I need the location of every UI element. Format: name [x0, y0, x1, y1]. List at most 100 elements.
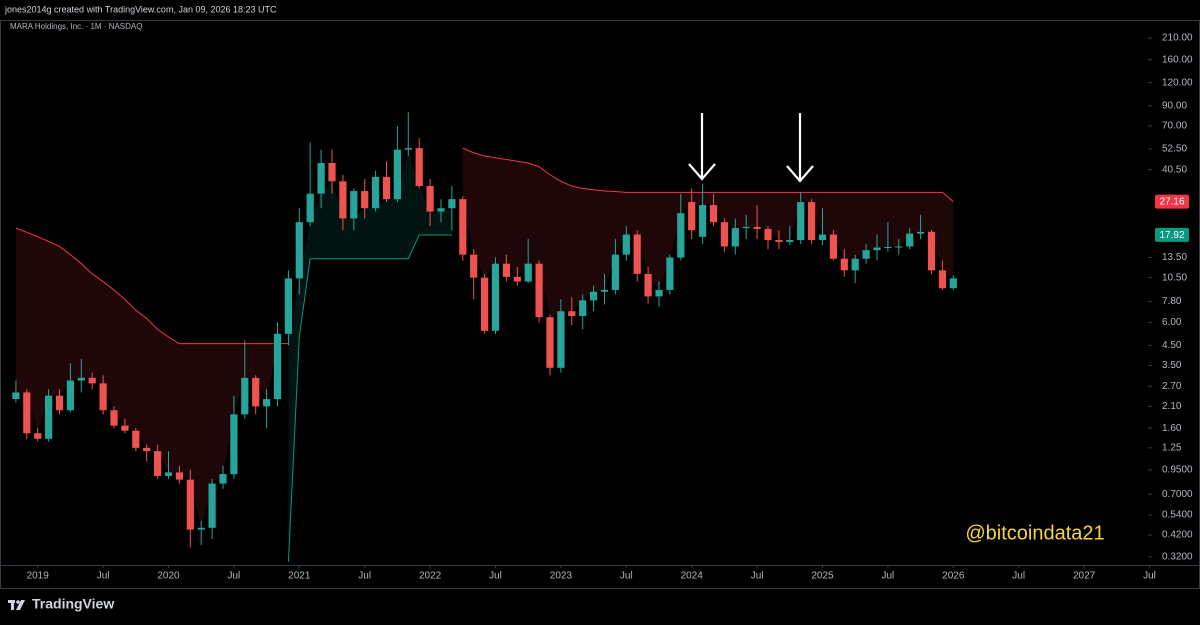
candle-body [164, 472, 173, 476]
candle-body [590, 291, 598, 301]
candle-body [252, 377, 260, 407]
candle-body [230, 414, 238, 475]
x-tick-label: 2027 [1073, 571, 1096, 582]
y-tick-label: 0.3200 [1162, 551, 1193, 562]
x-tick-label: 2020 [157, 571, 180, 582]
candle-body [699, 205, 707, 237]
x-tick-label: Jul [97, 571, 110, 582]
candle-body [568, 311, 576, 316]
credit: jones2014g created with TradingView.com,… [4, 4, 277, 14]
x-tick-label: Jul [1143, 571, 1156, 582]
candle-body [88, 377, 96, 384]
candle-body [535, 263, 543, 318]
y-tick-label: 210.00 [1162, 33, 1193, 44]
arrow [688, 113, 716, 181]
candle-body [284, 278, 292, 334]
candle-body [66, 380, 74, 411]
y-tick-label: 90.00 [1162, 100, 1187, 111]
x-tick-label: 2021 [288, 571, 311, 582]
candle-body [688, 202, 696, 231]
candle-body [786, 240, 794, 242]
candle-body [720, 222, 728, 247]
candle-body [524, 263, 532, 282]
candle-body [949, 278, 957, 289]
candle-body [306, 193, 314, 223]
candle-body [862, 250, 870, 259]
candle-body [154, 451, 162, 476]
candle-body [895, 246, 903, 248]
candle-body [241, 377, 249, 415]
candle-body [34, 433, 42, 439]
candle-body [622, 234, 630, 255]
candle-body [753, 226, 761, 229]
y-tick-label: 1.25 [1162, 442, 1182, 453]
candle-body [884, 246, 892, 248]
candle-body [797, 202, 805, 241]
candle-body [600, 289, 609, 292]
candle-body [459, 199, 467, 255]
candle-body [393, 149, 401, 200]
brand: TradingView [32, 596, 114, 612]
candle-body [709, 205, 718, 223]
y-tick-label: 0.4200 [1162, 530, 1193, 541]
band-fill [15, 228, 289, 528]
x-tick-label: Jul [489, 571, 502, 582]
candle-body [208, 483, 216, 528]
candle-body [491, 263, 500, 331]
candle-body [655, 289, 663, 297]
candle-body [742, 226, 750, 229]
candle-body [415, 148, 423, 187]
candle-body [404, 148, 412, 150]
candle-body [121, 425, 129, 431]
candle-body [110, 410, 118, 426]
price-label: 27.16 [1159, 197, 1184, 208]
candle-body [197, 527, 205, 530]
y-tick-label: 2.10 [1162, 401, 1182, 412]
y-tick-label: 0.9500 [1162, 464, 1193, 475]
plot [12, 112, 957, 563]
x-tick-label: 2019 [27, 571, 50, 582]
candle-body [644, 273, 652, 297]
x-tick-label: 2022 [419, 571, 442, 582]
candle-body [23, 392, 31, 434]
candle-body [906, 233, 914, 247]
candle-body [546, 317, 554, 368]
candle-body [666, 257, 674, 290]
brand-logo [8, 600, 25, 610]
candle-body [513, 276, 521, 282]
candle-body [55, 395, 64, 411]
x-tick-label: 2024 [681, 571, 704, 582]
x-tick-label: 2025 [811, 571, 834, 582]
candle-body [938, 270, 946, 289]
x-tick-label: Jul [358, 571, 371, 582]
x-tick-label: 2026 [942, 571, 965, 582]
band-fill [462, 148, 954, 318]
candle-body [339, 181, 347, 219]
price-label: 17.92 [1159, 230, 1184, 241]
candle-body [829, 234, 837, 259]
candle-body [186, 479, 194, 530]
candle-body [372, 176, 380, 209]
y-tick-label: 2.70 [1162, 381, 1182, 392]
candle-body [361, 191, 369, 209]
candle-body [873, 247, 881, 251]
candle-body [633, 234, 641, 274]
y-tick-label: 40.50 [1162, 164, 1187, 175]
y-tick-label: 4.50 [1162, 340, 1182, 351]
candle-body [557, 311, 565, 368]
candle-body [677, 213, 685, 258]
candle-body [808, 202, 816, 241]
candle-body [927, 231, 936, 271]
candle-body [481, 277, 489, 331]
candle-body [917, 231, 925, 234]
band-line [15, 147, 954, 345]
candle-body [502, 263, 510, 277]
candle-body [611, 254, 619, 290]
x-tick-label: Jul [1012, 571, 1025, 582]
candle-body [263, 399, 271, 407]
candle-body [382, 176, 391, 200]
candle-body [470, 254, 478, 278]
x-tick-label: Jul [228, 571, 241, 582]
price-label-box [1155, 227, 1189, 242]
